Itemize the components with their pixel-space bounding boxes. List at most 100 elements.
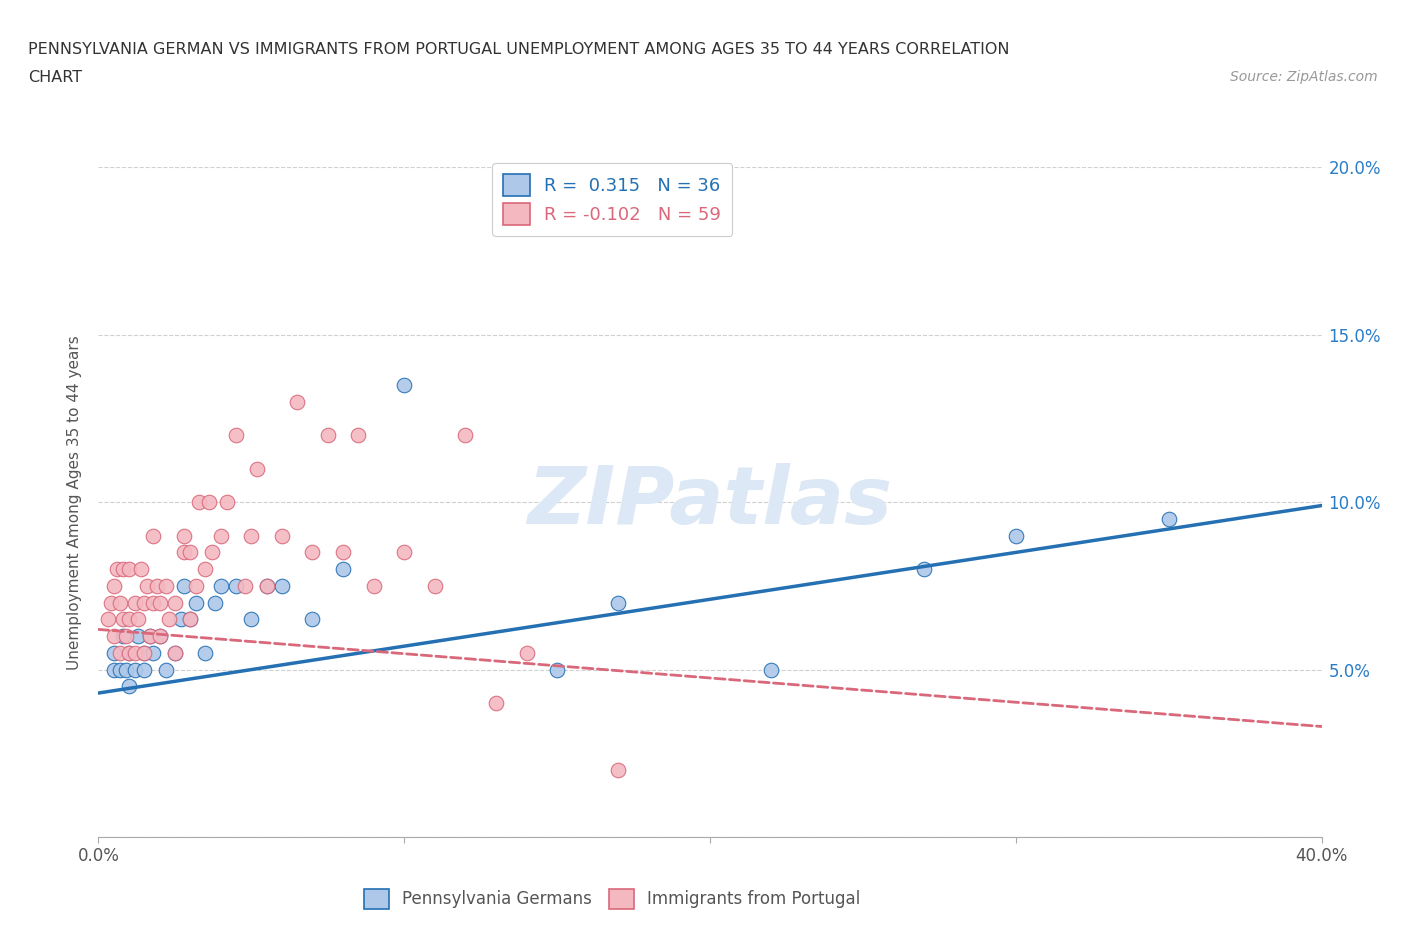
Text: PENNSYLVANIA GERMAN VS IMMIGRANTS FROM PORTUGAL UNEMPLOYMENT AMONG AGES 35 TO 44: PENNSYLVANIA GERMAN VS IMMIGRANTS FROM P… [28,42,1010,57]
Point [516,645,538,660]
Point [149,629,172,644]
Point [111,562,134,577]
Point [97,612,120,627]
Point [194,645,217,660]
Point [179,545,201,560]
Y-axis label: Unemployment Among Ages 35 to 44 years: Unemployment Among Ages 35 to 44 years [67,335,83,670]
Point [127,612,149,627]
Point [423,578,446,593]
Point [233,578,256,593]
Point [142,595,165,610]
Point [363,578,385,593]
Point [111,612,134,627]
Point [200,545,222,560]
Point [270,578,292,593]
Text: CHART: CHART [28,70,82,85]
Point [209,578,232,593]
Point [392,545,416,560]
Point [316,428,339,443]
Point [118,612,141,627]
Point [108,595,131,610]
Legend: Pennsylvania Germans, Immigrants from Portugal: Pennsylvania Germans, Immigrants from Po… [357,882,868,916]
Point [100,595,122,610]
Point [134,645,156,660]
Point [118,645,141,660]
Point [179,612,201,627]
Point [270,528,292,543]
Point [118,645,141,660]
Point [256,578,278,593]
Point [246,461,269,476]
Point [145,578,167,593]
Point [108,662,131,677]
Point [285,394,308,409]
Point [134,662,156,677]
Point [108,645,131,660]
Point [197,495,219,510]
Point [124,595,146,610]
Point [301,545,323,560]
Point [155,662,177,677]
Point [209,528,232,543]
Point [225,428,247,443]
Point [607,763,630,777]
Point [256,578,278,593]
Point [454,428,477,443]
Point [155,578,177,593]
Point [115,629,138,644]
Point [240,612,263,627]
Point [215,495,238,510]
Point [1157,512,1180,526]
Point [118,679,141,694]
Point [240,528,263,543]
Point [332,562,354,577]
Text: ZIPatlas: ZIPatlas [527,463,893,541]
Point [134,595,156,610]
Point [485,696,508,711]
Point [103,645,125,660]
Point [142,645,165,660]
Point [225,578,247,593]
Point [157,612,180,627]
Point [134,645,156,660]
Point [136,578,159,593]
Point [194,562,217,577]
Point [912,562,935,577]
Point [105,562,128,577]
Point [170,612,193,627]
Point [127,629,149,644]
Point [173,545,195,560]
Point [129,562,152,577]
Point [103,662,125,677]
Point [103,629,125,644]
Point [1004,528,1026,543]
Text: Source: ZipAtlas.com: Source: ZipAtlas.com [1230,70,1378,84]
Point [139,629,162,644]
Point [163,595,186,610]
Point [301,612,323,627]
Point [179,612,201,627]
Point [759,662,782,677]
Point [149,629,172,644]
Point [332,545,354,560]
Point [347,428,370,443]
Point [607,595,630,610]
Point [163,645,186,660]
Point [124,645,146,660]
Point [188,495,211,510]
Point [186,578,208,593]
Point [124,662,146,677]
Point [139,629,162,644]
Point [392,378,416,392]
Point [546,662,568,677]
Point [173,578,195,593]
Point [204,595,226,610]
Point [149,595,172,610]
Point [115,662,138,677]
Point [103,578,125,593]
Point [142,528,165,543]
Point [186,595,208,610]
Point [111,629,134,644]
Point [163,645,186,660]
Point [118,562,141,577]
